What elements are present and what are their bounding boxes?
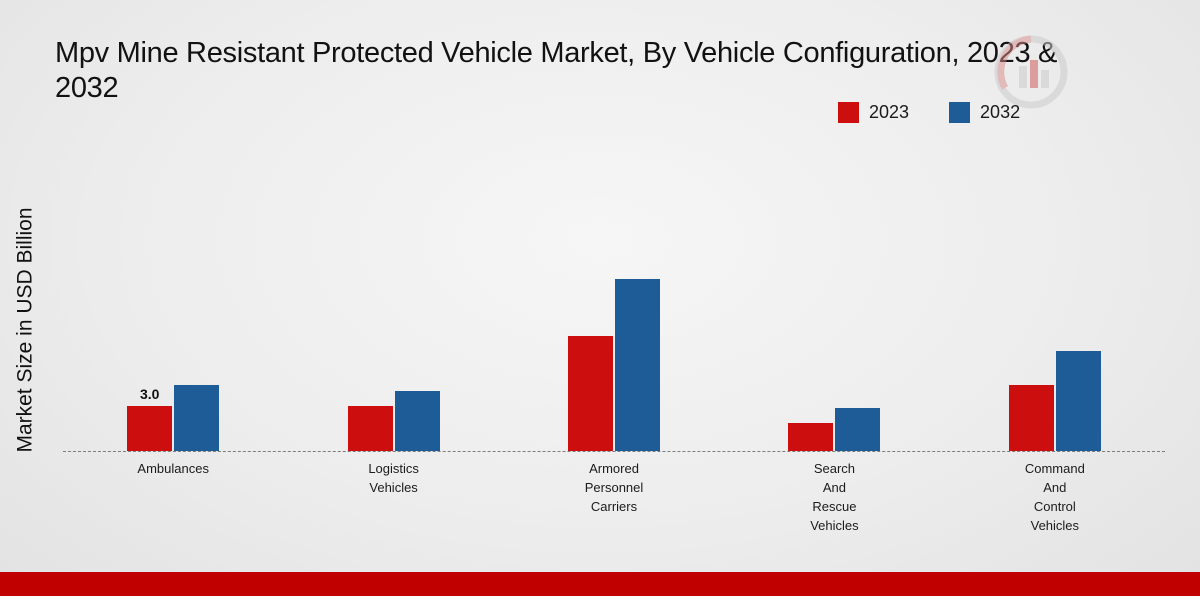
bar-group-3: Search And Rescue Vehicles xyxy=(724,150,944,533)
category-label-2: Armored Personnel Carriers xyxy=(584,461,644,514)
bar-group-1: Logistics Vehicles xyxy=(283,150,503,495)
y-axis-label: Market Size in USD Billion xyxy=(13,207,37,453)
bar-2023-2 xyxy=(568,335,614,451)
legend-label-2032: 2032 xyxy=(980,102,1021,122)
bar-2032-3 xyxy=(835,407,881,451)
bar-value-label: 3.0 xyxy=(139,386,160,402)
bar-group-0: 3.0 Ambulances xyxy=(63,150,283,476)
bar-2023-0: 3.0 xyxy=(127,386,173,451)
bar-2032-1 xyxy=(394,391,440,451)
bar-2032-0 xyxy=(174,385,220,451)
bottom-watermark-text: MARKET RESEARCH FUTURE xyxy=(484,597,717,600)
bar-group-4: Command And Control Vehicles xyxy=(945,150,1165,533)
category-label-3: Search And Rescue Vehicles xyxy=(810,461,859,533)
category-label-1: Logistics Vehicles xyxy=(368,461,419,495)
bar-2032-2 xyxy=(615,278,661,451)
category-label-4: Command And Control Vehicles xyxy=(1024,461,1085,533)
bar-2023-4 xyxy=(1008,385,1054,451)
bar-2023-3 xyxy=(788,422,834,451)
chart-title: Mpv Mine Resistant Protected Vehicle Mar… xyxy=(55,37,1058,105)
bottom-watermark-strip: MARKET RESEARCH FUTURE xyxy=(0,596,1200,600)
legend-label-2023: 2023 xyxy=(869,102,910,122)
legend-item-2032: 2032 xyxy=(949,102,1020,123)
bar-2023-1 xyxy=(347,406,393,451)
mrf-watermark-logo xyxy=(994,35,1068,109)
bar-group-2: Armored Personnel Carriers xyxy=(504,150,724,514)
category-label-0: Ambulances xyxy=(137,461,209,476)
legend-swatch-2023 xyxy=(838,102,859,123)
bar-2032-4 xyxy=(1055,350,1101,451)
legend-swatch-2032 xyxy=(949,102,971,123)
footer-red-band xyxy=(0,572,1200,596)
legend: 2023 2032 xyxy=(838,102,1020,123)
legend-item-2023: 2023 xyxy=(838,102,909,123)
plot-area: 3.0 Ambulances Logistics Vehicles Armored P… xyxy=(63,150,1165,533)
bar-groups: 3.0 Ambulances Logistics Vehicles Armored P… xyxy=(63,150,1165,533)
